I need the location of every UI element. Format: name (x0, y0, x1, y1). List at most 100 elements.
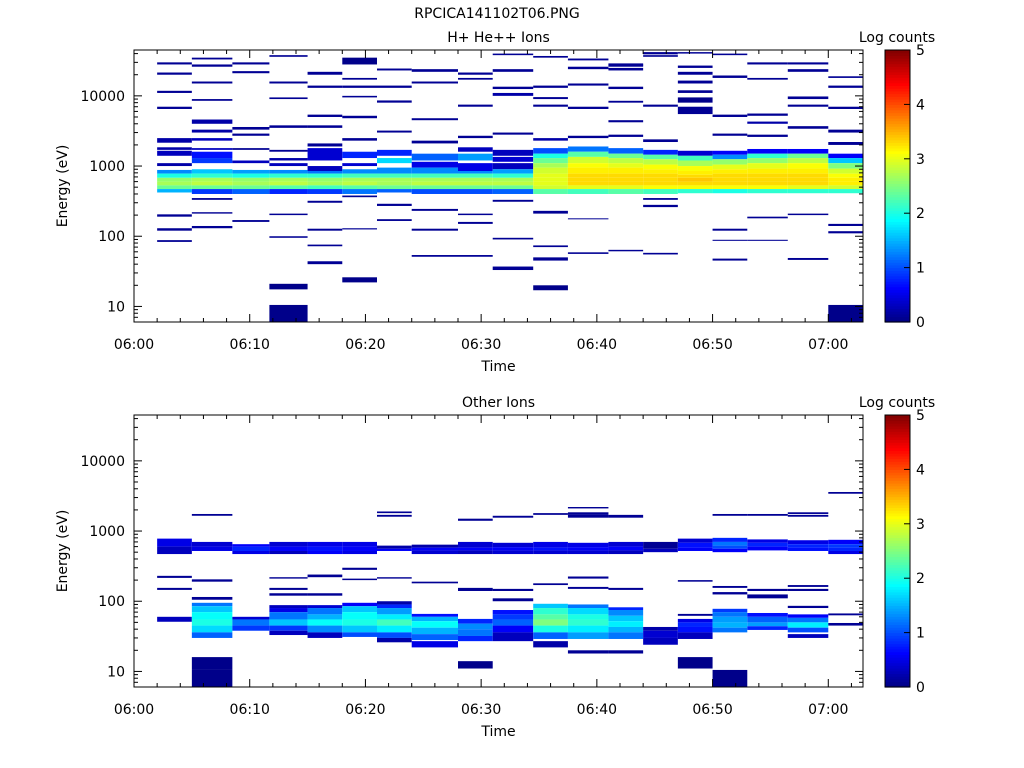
heatmap-cell (828, 181, 863, 186)
colorbar-segment (885, 425, 910, 430)
heatmap-cell (458, 550, 493, 555)
heatmap-cell (747, 239, 788, 241)
colorbar-segment (885, 96, 910, 100)
heatmap-cell (157, 90, 192, 93)
heatmap-cell (411, 544, 458, 548)
heatmap-cell (608, 67, 644, 71)
heatmap-cell (712, 189, 748, 194)
heatmap-cell (608, 626, 644, 633)
panel-1: 06:00 06:10 06:20 06:30 06:40 06:50 07:0010100… (55, 30, 935, 375)
heatmap-cell (411, 161, 458, 168)
heatmap-cell (828, 129, 863, 133)
colorbar-segment (885, 610, 910, 615)
heatmap-cell (307, 143, 343, 147)
heatmap-cell (342, 550, 377, 555)
heatmap-cell (643, 164, 678, 170)
colorbar-segment (885, 499, 910, 503)
colorbar-segment (885, 453, 910, 457)
x-tick-label: 06:40 (577, 702, 617, 718)
heatmap-cell (608, 100, 644, 103)
colorbar-segment (885, 177, 910, 182)
heatmap-cell (567, 156, 609, 164)
heatmap-cell (787, 514, 829, 517)
heatmap-cell (411, 81, 458, 84)
figure-title: RPCICA141102T06.PNG (414, 6, 579, 22)
colorbar-segment (885, 523, 910, 528)
heatmap-cell (411, 627, 458, 635)
x-tick-label: 06:00 (114, 337, 154, 353)
heatmap-cell (377, 548, 412, 551)
heatmap-cell (828, 76, 863, 78)
heatmap-cell (342, 625, 377, 633)
colorbar-segment (885, 681, 910, 685)
colorbar-segment (885, 186, 910, 190)
heatmap-cell (458, 185, 493, 190)
heatmap-cell (712, 608, 748, 613)
colorbar-segment (885, 101, 910, 105)
heatmap-cell (157, 181, 192, 186)
heatmap-cell (377, 608, 412, 615)
colorbar-tick-label: 1 (916, 626, 925, 642)
heatmap-cell (643, 149, 678, 155)
heatmap-cell (307, 244, 343, 247)
colorbar-segment (885, 221, 910, 225)
heatmap-cell (712, 133, 748, 136)
heatmap-cell (787, 588, 829, 591)
heatmap-cell (747, 189, 788, 194)
heatmap-cell (608, 541, 644, 547)
heatmap-cell (533, 641, 568, 648)
y-tick-label: 10 (107, 299, 125, 315)
heatmap-cell (712, 185, 748, 190)
colorbar-segment (885, 434, 910, 438)
colorbar-segment (885, 98, 910, 103)
colorbar-segment (885, 518, 910, 522)
heatmap-cell (307, 619, 343, 626)
heatmap-cell (191, 579, 233, 582)
heatmap-cell (191, 185, 233, 190)
colorbar-segment (885, 673, 910, 677)
colorbar-segment (885, 85, 910, 89)
colorbar-segment (885, 52, 910, 57)
heatmap-cell (608, 181, 644, 186)
heatmap-cell (191, 177, 233, 182)
heatmap-cell (411, 69, 458, 72)
heatmap-cell (533, 541, 568, 548)
heatmap-cell (533, 181, 568, 186)
heatmap-cell (567, 507, 609, 509)
heatmap-cell (533, 245, 568, 248)
heatmap-cell (458, 171, 493, 174)
heatmap-cell (458, 623, 493, 630)
heatmap-cell (567, 218, 609, 220)
heatmap-cell (643, 181, 678, 186)
heatmap-cell (828, 163, 863, 169)
colorbar-segment (885, 496, 910, 500)
heatmap-cell (411, 581, 458, 584)
heatmap-cell (828, 231, 863, 234)
colorbar-segment (885, 415, 910, 419)
colorbar-label: Log counts (859, 395, 935, 411)
heatmap-cell (269, 181, 308, 186)
heatmap-cell (411, 547, 458, 551)
colorbar-segment (885, 205, 910, 209)
y-tick-label: 10000 (80, 89, 125, 105)
colorbar-segment (885, 646, 910, 650)
colorbar-segment (885, 232, 910, 236)
colorbar-segment (885, 472, 910, 476)
heatmap-cell (533, 210, 568, 214)
colorbar-segment (885, 431, 910, 435)
colorbar-segment (885, 507, 910, 511)
colorbar-segment (885, 234, 910, 239)
colorbar-segment (885, 417, 910, 422)
heatmap-cell (411, 173, 458, 178)
heatmap-cell (712, 150, 748, 155)
heatmap-cell (677, 177, 713, 182)
colorbar-segment (885, 63, 910, 67)
colorbar-segment (885, 292, 910, 296)
heatmap-cell (157, 214, 192, 217)
heatmap-cell (492, 515, 534, 518)
colorbar-segment (885, 616, 910, 620)
heatmap-cell (533, 583, 568, 586)
heatmap-cell (608, 177, 644, 182)
heatmap-cell (377, 601, 412, 605)
